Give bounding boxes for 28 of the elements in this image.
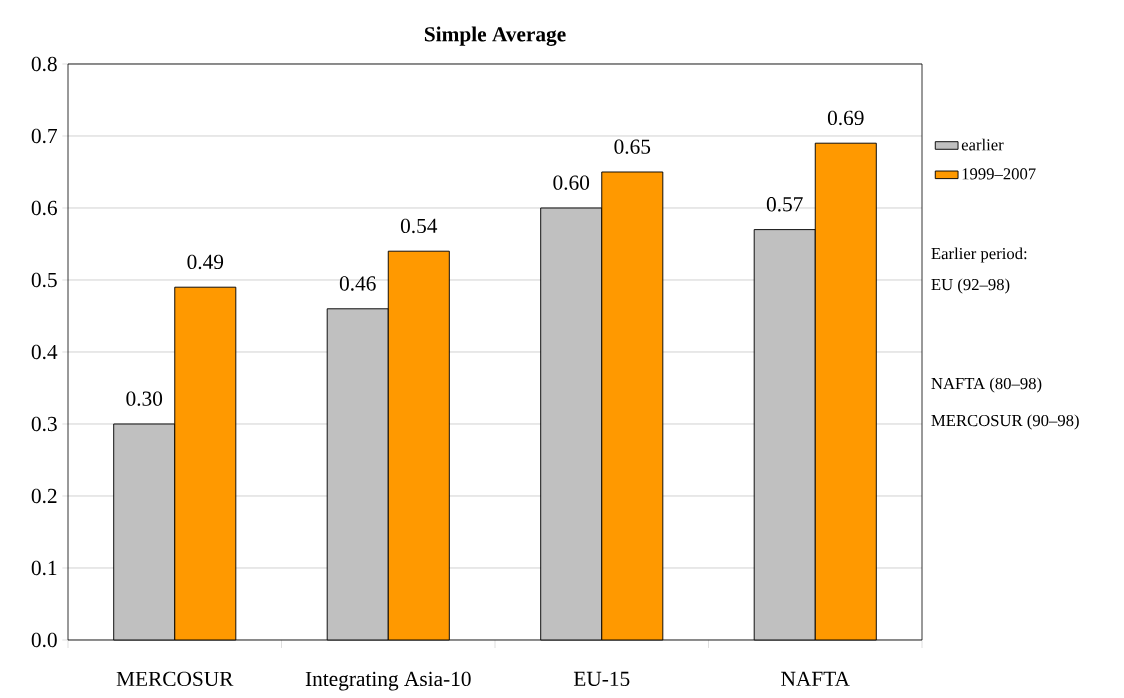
y-tick-label: 0.2 <box>31 488 57 504</box>
y-tick-label: 0.1 <box>31 560 57 576</box>
legend-label: earlier <box>961 138 1004 151</box>
data-label: 0.57 <box>766 197 803 212</box>
x-tick-label: EU-15 <box>573 671 630 687</box>
x-tick-label: NAFTA <box>781 671 850 686</box>
text: MERCOSUR (90–98) <box>931 414 1079 430</box>
text: EU (92–98) <box>931 278 1010 294</box>
y-tick-label: 0.4 <box>31 344 58 360</box>
y-tick-label: 0.0 <box>31 632 57 648</box>
data-label: 0.49 <box>187 254 224 270</box>
x-tick-label: MERCOSUR <box>116 671 234 687</box>
legend-label: 1999–2007 <box>962 168 1036 180</box>
y-tick-label: 0.7 <box>31 128 57 144</box>
data-label: 0.46 <box>339 276 376 291</box>
text: Earlier period: <box>931 247 1027 263</box>
chart-title: Simple Average <box>424 26 566 46</box>
data-label: 0.69 <box>827 110 864 126</box>
y-tick-label: 0.8 <box>31 56 57 72</box>
data-label: 0.54 <box>400 218 438 234</box>
y-tick-label: 0.3 <box>31 416 57 432</box>
x-tick-label: Integrating Asia-10 <box>305 671 471 691</box>
y-tick-label: 0.5 <box>31 272 57 288</box>
data-label: 0.60 <box>553 175 590 190</box>
data-label: 0.30 <box>126 391 163 406</box>
y-tick-label: 0.6 <box>31 200 57 216</box>
text: NAFTA (80–98) <box>931 377 1042 393</box>
data-label: 0.65 <box>614 139 651 154</box>
